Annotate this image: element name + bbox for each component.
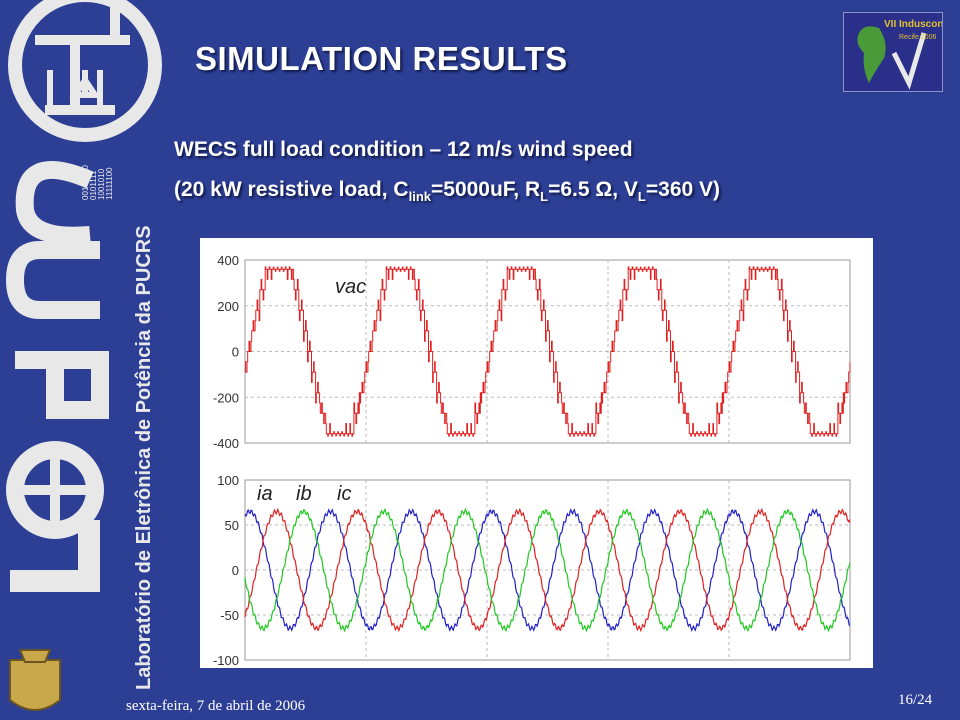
subtitle-line-1: WECS full load condition – 12 m/s wind s… [174,138,633,161]
sidebar: Laboratório de Eletrônica de Potência da… [0,0,170,720]
conference-logo-line1: VII Induscon [884,19,942,30]
slide-title: SIMULATION RESULTS [195,40,568,77]
footer-date: sexta-feira, 7 de abril de 2006 [126,698,306,714]
three-phase-current-plot: 100 50 0 -50 -100 ia ib ic [213,473,851,668]
y-tick-label: -100 [213,653,239,668]
pucrs-crest-icon [9,649,61,711]
y-tick-label: 50 [225,518,239,533]
y-tick-label: 0 [232,563,239,578]
conference-logo: VII Induscon Recife 2006 [843,12,943,92]
sidebar-vertical-text: Laboratório de Eletrônica de Potência da… [133,225,155,690]
binary-text: 1001010 [97,168,106,200]
ia-series-line [244,508,851,632]
plot-canvas: 400 200 0 -200 -400 vac 100 50 0 -50 -100 ia ib ic [213,253,851,668]
vac-voltage-plot: 400 200 0 -200 -400 vac [213,253,851,451]
binary-text: 0101111 [89,170,98,200]
simulation-plot: 400 200 0 -200 -400 vac 100 50 0 -50 -100 ia ib ic [200,238,873,668]
y-tick-label: 400 [217,253,239,268]
south-america-map-icon [857,26,886,83]
current-label-ic: ic [337,483,351,505]
y-tick-label: -200 [213,390,239,405]
conference-logo-line2: Recife 2006 [899,34,936,41]
v-symbol-icon [891,32,927,90]
lepuc-logo-icon [5,0,162,592]
current-label-ia: ia [257,483,273,505]
binary-text: 00101100 [81,164,90,200]
vac-label: vac [335,276,366,298]
binary-text: 11111100 [105,167,114,200]
vac-series-line [245,266,851,437]
y-tick-label: -400 [213,436,239,451]
y-tick-label: 100 [217,473,239,488]
y-tick-label: 0 [232,345,239,360]
subtitle-line-2: (20 kW resistive load, Clink=5000uF, RL=… [174,178,721,205]
ic-series-line [244,507,851,633]
y-tick-label: -50 [220,608,239,623]
y-tick-label: 200 [217,299,239,314]
current-label-ib: ib [296,483,312,505]
ib-series-line [244,507,851,633]
page-number: 16/24 [898,692,933,708]
